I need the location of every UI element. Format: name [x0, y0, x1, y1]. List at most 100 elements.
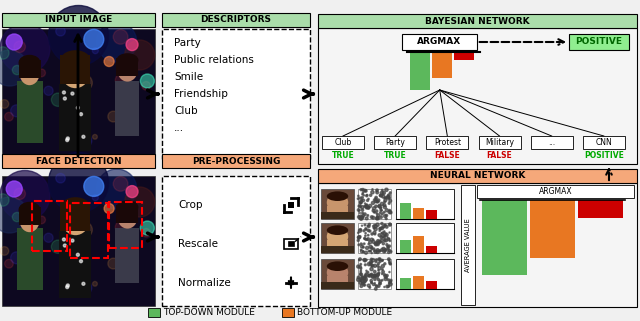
Circle shape — [389, 199, 392, 202]
Circle shape — [378, 272, 380, 273]
Circle shape — [378, 240, 381, 243]
Circle shape — [358, 216, 360, 218]
Circle shape — [374, 250, 375, 252]
Circle shape — [387, 246, 389, 247]
Circle shape — [387, 251, 390, 254]
Circle shape — [360, 249, 362, 250]
Circle shape — [371, 191, 374, 194]
Circle shape — [113, 177, 128, 191]
FancyBboxPatch shape — [2, 13, 155, 27]
Circle shape — [362, 199, 365, 202]
Ellipse shape — [61, 205, 90, 235]
Circle shape — [380, 191, 383, 195]
Circle shape — [380, 212, 381, 213]
Circle shape — [374, 250, 377, 253]
Circle shape — [372, 240, 375, 244]
Circle shape — [14, 41, 26, 53]
FancyBboxPatch shape — [284, 239, 298, 248]
Circle shape — [381, 227, 383, 230]
Circle shape — [38, 69, 45, 77]
FancyBboxPatch shape — [2, 176, 155, 306]
Circle shape — [374, 227, 376, 229]
Circle shape — [381, 235, 385, 238]
FancyBboxPatch shape — [358, 223, 391, 253]
Circle shape — [376, 210, 378, 212]
FancyBboxPatch shape — [578, 200, 623, 218]
Circle shape — [362, 192, 364, 194]
Circle shape — [364, 195, 365, 196]
Circle shape — [362, 212, 364, 214]
Circle shape — [126, 39, 138, 51]
Circle shape — [362, 246, 364, 248]
Circle shape — [383, 211, 385, 213]
Circle shape — [381, 269, 383, 270]
Circle shape — [371, 275, 374, 278]
FancyBboxPatch shape — [396, 189, 454, 219]
Circle shape — [369, 250, 371, 252]
Circle shape — [377, 273, 380, 275]
FancyBboxPatch shape — [396, 223, 454, 253]
Circle shape — [371, 258, 375, 262]
FancyBboxPatch shape — [19, 60, 40, 78]
Text: AVERAGE VALUE: AVERAGE VALUE — [465, 218, 471, 272]
Circle shape — [360, 243, 362, 245]
FancyBboxPatch shape — [321, 246, 354, 253]
Ellipse shape — [327, 225, 348, 235]
Circle shape — [362, 277, 364, 279]
Ellipse shape — [19, 202, 40, 218]
Circle shape — [357, 239, 359, 241]
Circle shape — [368, 198, 369, 200]
Circle shape — [367, 225, 370, 228]
Text: Smile: Smile — [174, 72, 203, 82]
FancyBboxPatch shape — [530, 200, 575, 258]
Circle shape — [390, 279, 392, 282]
Circle shape — [380, 216, 382, 219]
Text: BOTTOM-UP MODULE: BOTTOM-UP MODULE — [297, 308, 392, 317]
Circle shape — [4, 112, 13, 121]
Circle shape — [366, 194, 368, 196]
Circle shape — [67, 137, 69, 140]
Circle shape — [371, 262, 372, 264]
Circle shape — [84, 177, 104, 196]
Circle shape — [115, 220, 131, 235]
Circle shape — [384, 251, 385, 252]
Circle shape — [67, 284, 69, 287]
Circle shape — [376, 223, 379, 227]
Circle shape — [367, 234, 369, 236]
Circle shape — [385, 235, 386, 237]
Circle shape — [375, 196, 378, 199]
FancyBboxPatch shape — [60, 83, 92, 151]
FancyBboxPatch shape — [321, 189, 354, 219]
Circle shape — [388, 282, 392, 286]
Circle shape — [49, 152, 109, 213]
Circle shape — [360, 269, 362, 271]
Circle shape — [104, 56, 114, 66]
Circle shape — [388, 194, 390, 196]
Circle shape — [385, 218, 387, 220]
FancyBboxPatch shape — [322, 136, 364, 149]
Circle shape — [380, 210, 382, 212]
Text: CNN: CNN — [595, 138, 612, 147]
Circle shape — [388, 258, 390, 260]
Circle shape — [371, 258, 372, 260]
Text: NEURAL NETWORK: NEURAL NETWORK — [430, 171, 525, 180]
Circle shape — [365, 204, 367, 206]
Circle shape — [360, 280, 361, 281]
Circle shape — [365, 228, 367, 230]
Circle shape — [371, 273, 372, 275]
Circle shape — [385, 224, 386, 225]
Circle shape — [364, 251, 367, 254]
Ellipse shape — [327, 191, 348, 201]
Circle shape — [389, 272, 390, 273]
Circle shape — [375, 275, 378, 278]
FancyBboxPatch shape — [2, 154, 155, 168]
Circle shape — [360, 229, 362, 230]
Circle shape — [79, 113, 83, 116]
Circle shape — [390, 263, 392, 265]
Circle shape — [97, 169, 137, 209]
Circle shape — [364, 264, 366, 266]
Circle shape — [381, 213, 383, 215]
Circle shape — [379, 260, 381, 263]
Circle shape — [387, 196, 390, 199]
Circle shape — [379, 230, 380, 231]
